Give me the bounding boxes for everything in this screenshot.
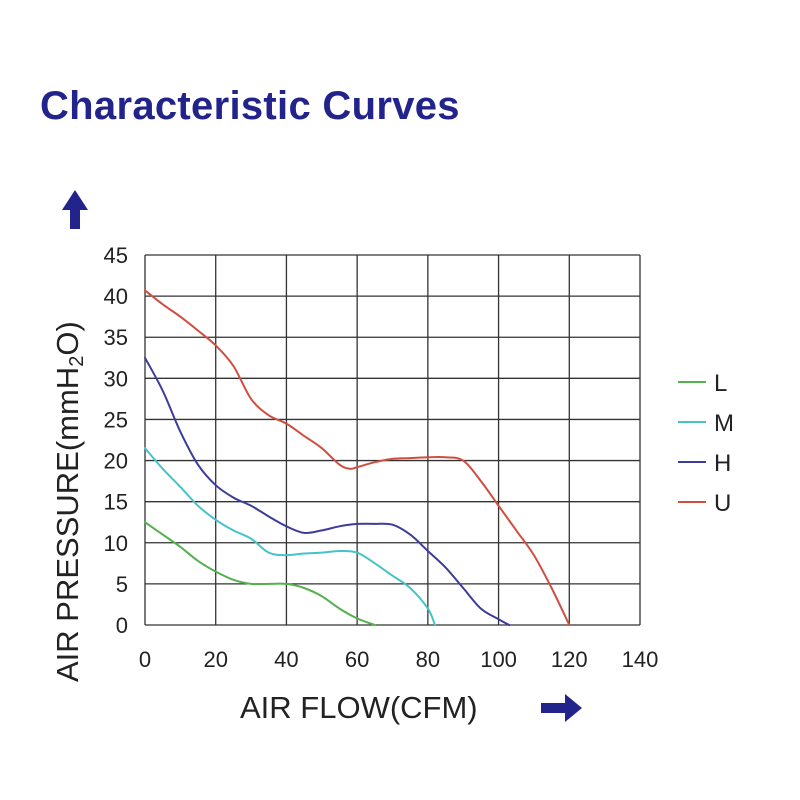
y-tick-label: 20 [104,449,128,474]
y-tick-label: 0 [116,613,128,638]
x-tick-labels: 0 20 40 60 80 100 120 140 [139,647,658,672]
series-line-l [144,521,376,626]
y-tick-label: 40 [104,284,128,309]
y-tick-label: 5 [116,572,128,597]
x-tick-label: 100 [480,647,517,672]
x-tick-label: 60 [345,647,369,672]
chart-title: Characteristic Curves [40,84,460,128]
series-line-u [144,289,571,626]
arrow-up-icon [62,190,88,229]
y-tick-label: 10 [104,531,128,556]
y-tick-label: 25 [104,407,128,432]
legend-label-l: L [714,370,727,397]
legend-label-h: H [714,450,731,477]
series-line-h [144,356,511,626]
arrow-right-icon [541,694,582,722]
legend-label-u: U [714,490,731,517]
grid [144,254,641,626]
x-axis-label: AIR FLOW(CFM) [240,690,478,725]
series-line-m [144,447,436,626]
x-tick-label: 0 [139,647,151,672]
y-tick-labels: 0 5 10 15 20 25 30 35 40 45 [104,243,128,638]
y-tick-label: 30 [104,366,128,391]
y-tick-label: 35 [104,325,128,350]
x-tick-label: 20 [203,647,227,672]
x-tick-label: 140 [622,647,659,672]
y-tick-label: 15 [104,490,128,515]
series-lines [144,289,571,626]
y-axis-label: AIR PRESSURE(mmH2O) [50,321,88,682]
x-tick-label: 80 [416,647,440,672]
y-tick-label: 45 [104,243,128,268]
x-tick-label: 40 [274,647,298,672]
legend-label-m: M [714,410,734,437]
x-tick-label: 120 [551,647,588,672]
